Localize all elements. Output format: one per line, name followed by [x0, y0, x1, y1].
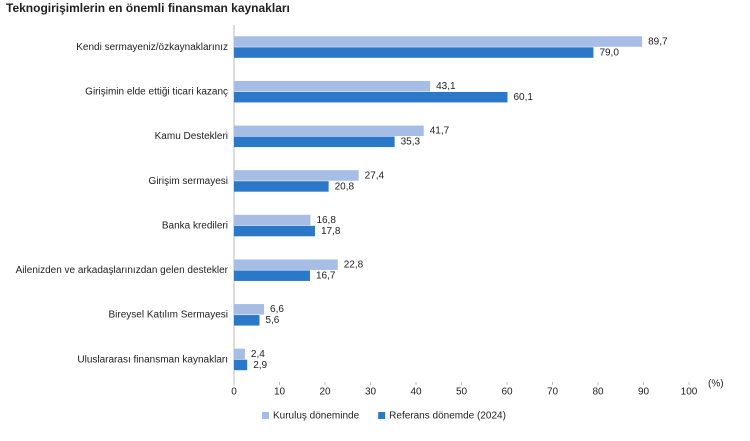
legend-swatch	[378, 412, 386, 419]
y-tick-label: Bireysel Katılım Sermayesi	[109, 310, 228, 321]
data-label: 2,4	[251, 349, 265, 360]
bar	[234, 36, 643, 47]
x-tick-label: 20	[319, 387, 331, 398]
legend-swatch	[262, 412, 269, 419]
bar	[234, 270, 310, 281]
bar	[234, 170, 359, 181]
bar	[234, 125, 424, 137]
y-tick-label: Banka kredileri	[162, 220, 228, 231]
x-tick-label: 0	[231, 387, 237, 398]
legend-label: Kuruluş döneminde	[273, 411, 360, 422]
bar	[234, 136, 395, 148]
x-tick-label: 70	[547, 387, 559, 398]
data-label: 27,4	[365, 170, 385, 181]
data-label: 60,1	[513, 92, 533, 103]
x-axis-unit: (%)	[708, 379, 724, 390]
bar	[234, 225, 315, 237]
x-tick-label: 50	[456, 387, 468, 398]
bar	[234, 304, 265, 315]
x-tick-label: 30	[365, 387, 377, 398]
data-label: 41,7	[430, 126, 450, 137]
data-label: 6,6	[270, 304, 284, 315]
bar	[234, 259, 338, 270]
data-label: 5,6	[265, 315, 279, 326]
y-tick-label: Girişimin elde ettiği ticari kazanç	[85, 87, 228, 98]
y-tick-label: Girişim sermayesi	[149, 176, 228, 187]
chart-title: Teknogirişimlerin en önemli finansman ka…	[6, 1, 290, 15]
bar	[234, 47, 594, 58]
bar	[234, 80, 431, 92]
data-label: 43,1	[436, 81, 456, 92]
data-label: 35,3	[401, 137, 421, 148]
bar	[234, 91, 508, 103]
bar	[234, 214, 311, 226]
x-tick-label: 100	[681, 387, 698, 398]
x-tick-label: 40	[410, 387, 422, 398]
data-label: 16,8	[316, 215, 336, 226]
legend-label: Referans dönemde (2024)	[389, 411, 506, 422]
data-label: 16,7	[316, 271, 336, 282]
y-tick-label: Kamu Destekleri	[155, 131, 228, 142]
data-label: 89,7	[648, 36, 668, 47]
data-label: 17,8	[321, 226, 341, 237]
data-label: 22,8	[344, 260, 364, 271]
data-label: 20,8	[335, 181, 355, 192]
y-tick-label: Uluslararası finansman kaynakları	[77, 354, 228, 365]
y-tick-label: Kendi sermayeniz/özkaynaklarınız	[76, 42, 228, 53]
bar	[234, 181, 329, 192]
data-label: 2,9	[253, 360, 267, 371]
x-tick-label: 90	[638, 387, 650, 398]
x-tick-label: 60	[501, 387, 513, 398]
bar	[234, 359, 248, 371]
bar	[234, 315, 260, 326]
x-tick-label: 10	[274, 387, 286, 398]
y-tick-label: Ailenizden ve arkadaşlarınızdan gelen de…	[16, 265, 229, 276]
x-tick-label: 80	[592, 387, 604, 398]
bar	[234, 348, 245, 360]
data-label: 79,0	[599, 47, 619, 58]
